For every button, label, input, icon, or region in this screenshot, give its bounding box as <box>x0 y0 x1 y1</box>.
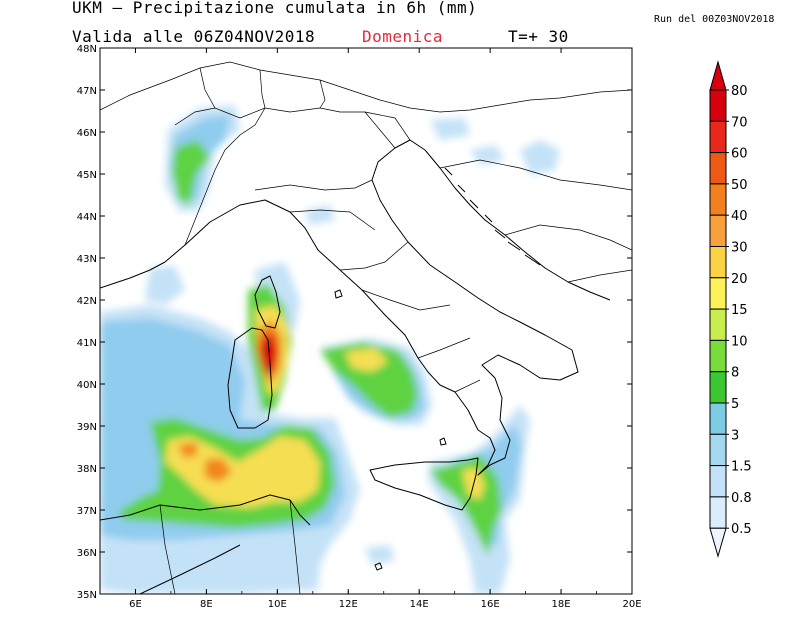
latitude-axis: 48N 47N 46N 45N 44N 43N 42N 41N 40N 39N 38N 37N 36N 3… <box>77 44 632 601</box>
lat-tick-label: 42N <box>77 296 97 307</box>
legend-swatch <box>709 339 727 373</box>
lat-tick-label: 41N <box>77 338 97 349</box>
lon-tick-label: 8E <box>200 599 213 610</box>
legend-swatch <box>709 89 727 122</box>
map-title: UKM – Precipitazione cumulata in 6h (mm) <box>72 0 478 17</box>
lat-tick-label: 38N <box>77 464 97 475</box>
forecast-step: T=+ 30 <box>508 27 569 46</box>
legend-label: 20 <box>731 272 748 287</box>
legend-label: 3 <box>731 428 739 443</box>
legend-swatch <box>709 433 727 467</box>
legend-label: 5 <box>731 397 739 412</box>
lon-tick-label: 14E <box>410 599 429 610</box>
legend-label: 10 <box>731 334 748 349</box>
valid-time: Valida alle 06Z04NOV2018 <box>72 27 316 46</box>
lat-tick-label: 39N <box>77 422 97 433</box>
lon-tick-label: 18E <box>552 599 571 610</box>
map-frame <box>99 47 633 595</box>
day-label: Domenica <box>362 27 444 46</box>
lat-tick-label: 44N <box>77 212 97 223</box>
lat-tick-label: 35N <box>77 590 97 601</box>
lat-tick-label: 37N <box>77 506 97 517</box>
lon-tick-label: 10E <box>268 599 287 610</box>
lat-tick-label: 45N <box>77 170 97 181</box>
precipitation-legend: 80 70 60 50 40 30 20 15 10 8 5 3 1.5 0.8 0.5 <box>709 60 752 559</box>
legend-swatch <box>709 183 727 216</box>
legend-label: 70 <box>731 115 748 130</box>
lon-tick-label: 16E <box>481 599 500 610</box>
legend-label: 40 <box>731 209 748 224</box>
lat-tick-label: 43N <box>77 254 97 265</box>
lat-tick-label: 48N <box>77 44 97 55</box>
lat-tick-label: 40N <box>77 380 97 391</box>
legend-swatch <box>709 120 727 154</box>
legend-label: 8 <box>731 366 739 381</box>
legend-label: 0.8 <box>731 491 752 506</box>
coastlines <box>100 139 611 594</box>
precipitation-field <box>100 105 560 594</box>
legend-top-arrow <box>709 60 727 91</box>
legend-bottom-arrow <box>709 527 727 559</box>
lat-tick-label: 46N <box>77 128 97 139</box>
legend-swatch <box>709 152 727 185</box>
longitude-axis: 6E 8E 10E 12E 14E 16E 18E 20E <box>99 48 642 610</box>
legend-swatch <box>709 214 727 247</box>
legend-swatch <box>709 277 727 310</box>
legend-swatch <box>709 496 727 529</box>
legend-label: 30 <box>731 241 748 256</box>
run-label: Run del 00Z03NOV2018 <box>654 14 775 25</box>
lon-tick-label: 6E <box>129 599 142 610</box>
legend-label: 15 <box>731 303 748 318</box>
legend-swatch <box>709 402 727 435</box>
lon-tick-label: 20E <box>622 599 641 610</box>
lon-tick-label: 12E <box>339 599 358 610</box>
lat-tick-label: 47N <box>77 86 97 97</box>
legend-label: 80 <box>731 84 748 99</box>
legend-label: 60 <box>731 147 748 162</box>
borders <box>100 61 632 594</box>
legend-swatch <box>709 371 727 404</box>
lat-tick-label: 36N <box>77 548 97 559</box>
legend-swatch <box>709 246 727 279</box>
legend-label: 1.5 <box>731 460 752 475</box>
legend-label: 0.5 <box>731 522 752 537</box>
legend-label: 50 <box>731 178 748 193</box>
legend-swatch <box>709 308 727 341</box>
legend-swatch <box>709 465 727 498</box>
